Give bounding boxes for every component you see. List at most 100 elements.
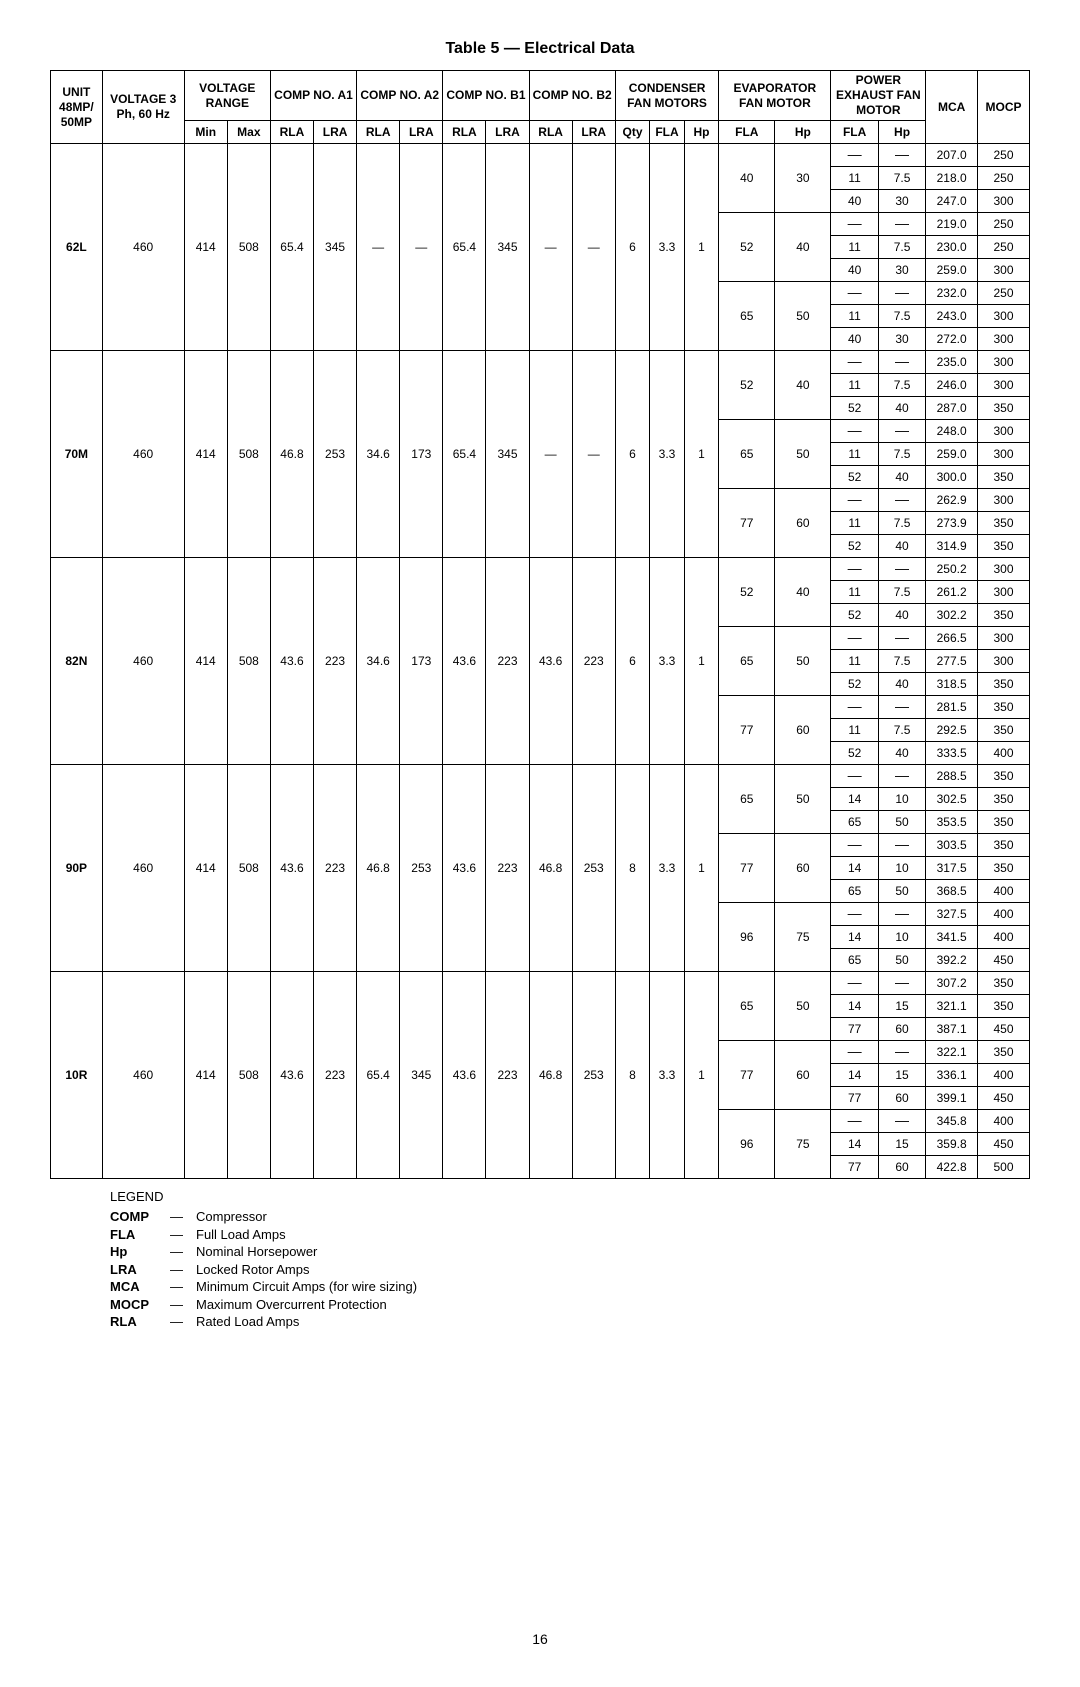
b1-lra-cell: 345 [486,351,529,558]
mocp-cell: 300 [977,259,1029,282]
mca-cell: 292.5 [926,719,978,742]
cond-hp-cell: 1 [684,144,719,351]
b1-lra-cell: 223 [486,558,529,765]
mca-cell: 359.8 [926,1133,978,1156]
pe-hp-cell: — [878,213,925,236]
electrical-data-table: UNIT 48MP/ 50MP VOLTAGE 3 Ph, 60 Hz VOLT… [50,70,1030,1179]
pe-fla-cell: 14 [831,926,878,949]
legend-def: Full Load Amps [196,1226,286,1244]
pe-fla-cell: 52 [831,604,878,627]
pe-fla-cell: 65 [831,949,878,972]
pe-hp-cell: — [878,1110,925,1133]
mocp-cell: 350 [977,834,1029,857]
pe-hp-cell: 15 [878,1133,925,1156]
evap-fla-cell: 65 [719,420,775,489]
b1-rla-cell: 65.4 [443,144,486,351]
cond-fla-cell: 3.3 [650,972,684,1179]
mocp-cell: 350 [977,535,1029,558]
pe-hp-cell: — [878,489,925,512]
mca-cell: 250.2 [926,558,978,581]
mca-cell: 387.1 [926,1018,978,1041]
pe-hp-cell: 7.5 [878,512,925,535]
mca-cell: 219.0 [926,213,978,236]
mocp-cell: 400 [977,903,1029,926]
a2-lra-cell: 173 [400,558,443,765]
pe-hp-cell: — [878,627,925,650]
b1-rla-cell: 43.6 [443,558,486,765]
pe-hp-cell: — [878,696,925,719]
hdr-condenser: CONDENSER FAN MOTORS [615,71,719,121]
unit-cell: 82N [51,558,103,765]
mocp-cell: 300 [977,351,1029,374]
pe-fla-cell: 14 [831,788,878,811]
voltage-cell: 460 [102,558,184,765]
pe-fla-cell: — [831,144,878,167]
mca-cell: 235.0 [926,351,978,374]
legend-dash: — [170,1243,196,1261]
evap-fla-cell: 96 [719,903,775,972]
hdr-hp: Hp [775,121,831,144]
pe-hp-cell: 40 [878,397,925,420]
mocp-cell: 350 [977,788,1029,811]
mocp-cell: 300 [977,558,1029,581]
table-row: 70M46041450846.825334.617365.4345——63.31… [51,351,1030,374]
pe-fla-cell: — [831,282,878,305]
evap-hp-cell: 75 [775,1110,831,1179]
evap-hp-cell: 60 [775,834,831,903]
cond-qty-cell: 6 [615,351,649,558]
mocp-cell: 250 [977,144,1029,167]
pe-hp-cell: — [878,144,925,167]
a2-rla-cell: — [357,144,400,351]
legend-dash: — [170,1226,196,1244]
pe-hp-cell: 60 [878,1087,925,1110]
mocp-cell: 250 [977,236,1029,259]
hdr-comp-a1: COMP NO. A1 [270,71,356,121]
unit-cell: 10R [51,972,103,1179]
mocp-cell: 350 [977,397,1029,420]
legend-item: Hp—Nominal Horsepower [110,1243,1030,1261]
b2-lra-cell: — [572,351,615,558]
evap-hp-cell: 75 [775,903,831,972]
legend-item: RLA—Rated Load Amps [110,1313,1030,1331]
mca-cell: 317.5 [926,857,978,880]
hdr-voltage: VOLTAGE 3 Ph, 60 Hz [102,71,184,144]
mocp-cell: 300 [977,581,1029,604]
mocp-cell: 300 [977,305,1029,328]
a1-lra-cell: 223 [314,558,357,765]
pe-fla-cell: 14 [831,995,878,1018]
legend-def: Maximum Overcurrent Protection [196,1296,387,1314]
evap-fla-cell: 77 [719,834,775,903]
pe-fla-cell: 65 [831,880,878,903]
pe-fla-cell: — [831,765,878,788]
cond-qty-cell: 6 [615,144,649,351]
mca-cell: 422.8 [926,1156,978,1179]
vmax-cell: 508 [227,765,270,972]
pe-hp-cell: — [878,834,925,857]
pe-hp-cell: — [878,972,925,995]
b1-rla-cell: 43.6 [443,972,486,1179]
mocp-cell: 350 [977,673,1029,696]
pe-fla-cell: 40 [831,259,878,282]
a1-rla-cell: 46.8 [270,351,313,558]
legend-abbr: FLA [110,1226,170,1244]
mca-cell: 243.0 [926,305,978,328]
a1-lra-cell: 345 [314,144,357,351]
mocp-cell: 350 [977,995,1029,1018]
pe-hp-cell: 7.5 [878,650,925,673]
a2-lra-cell: 345 [400,972,443,1179]
mca-cell: 230.0 [926,236,978,259]
pe-fla-cell: 52 [831,673,878,696]
pe-fla-cell: 11 [831,236,878,259]
legend-dash: — [170,1278,196,1296]
voltage-cell: 460 [102,144,184,351]
pe-hp-cell: 7.5 [878,581,925,604]
pe-fla-cell: 52 [831,742,878,765]
b2-rla-cell: — [529,351,572,558]
legend-def: Rated Load Amps [196,1313,299,1331]
hdr-max: Max [227,121,270,144]
mocp-cell: 350 [977,696,1029,719]
hdr-fla: FLA [719,121,775,144]
pe-hp-cell: 30 [878,190,925,213]
legend-def: Compressor [196,1208,267,1226]
voltage-cell: 460 [102,972,184,1179]
